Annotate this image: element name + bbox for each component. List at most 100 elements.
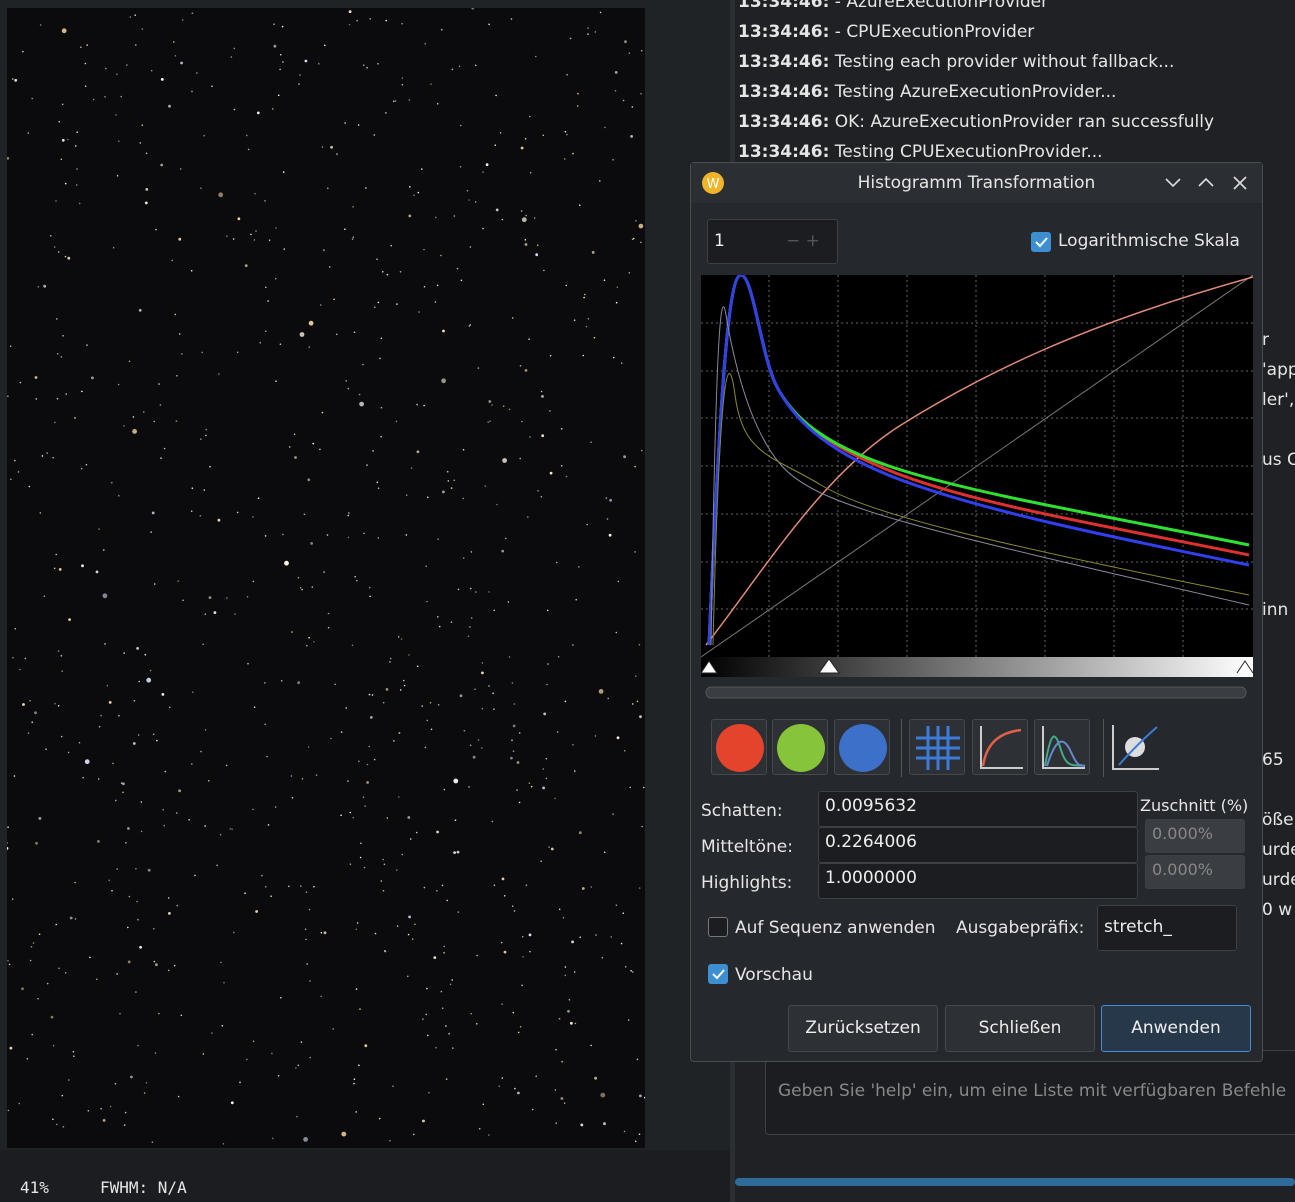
star [518,801,521,804]
star [323,249,325,251]
red-channel[interactable] [711,719,767,775]
auto-stretch[interactable] [1111,721,1161,773]
star [98,725,101,728]
spin-box[interactable]: 1− + [707,219,838,264]
star [469,626,471,628]
reset-button[interactable]: Zurücksetzen [788,1005,938,1052]
star [219,833,222,836]
star [177,580,179,582]
star [362,64,365,66]
star [546,683,548,686]
star [305,938,307,941]
star [386,817,389,819]
star [321,411,324,414]
star [34,711,37,715]
star [330,737,332,740]
star [436,103,439,105]
star [502,405,505,408]
preview-checkbox[interactable] [708,964,728,984]
star [364,805,366,807]
star [623,455,626,459]
star [29,959,32,962]
star [540,495,543,498]
star [639,1094,642,1098]
star [353,1082,355,1085]
window-controls[interactable] [1161,173,1256,193]
star [303,1137,308,1142]
star [194,874,196,877]
star [442,490,445,494]
star [297,681,301,685]
star [437,538,439,540]
star [399,271,402,273]
star [582,354,585,357]
star [319,304,322,306]
star [512,724,516,728]
star [517,1091,520,1095]
shadows-input[interactable]: 0.0095632 [818,791,1138,827]
star [297,576,300,579]
star [547,663,549,665]
star [252,1040,255,1043]
star [176,812,178,814]
green-channel[interactable] [772,719,828,775]
command-input[interactable]: Geben Sie 'help' ein, um eine Liste mit … [765,1050,1295,1135]
progress-bar [735,1178,1295,1186]
star [109,1105,112,1108]
star [474,201,477,203]
star [644,1096,645,1099]
star [296,1115,298,1118]
star [267,300,269,302]
sequence-checkbox[interactable] [708,917,728,937]
star [564,130,567,133]
star [14,627,17,630]
star [452,1047,454,1049]
histogram-toggle[interactable] [1034,719,1090,775]
star [385,19,388,22]
star [377,537,380,539]
star [372,450,374,452]
star [427,1034,429,1037]
star [502,458,507,463]
star [222,1143,225,1145]
star [135,44,137,46]
star [448,1033,450,1035]
star [78,202,81,205]
star [291,797,294,799]
star [275,277,277,280]
apply-button[interactable]: Anwenden [1101,1005,1251,1052]
curve-toggle[interactable] [972,719,1028,775]
prefix-input[interactable]: stretch_ [1097,905,1237,951]
star [389,661,391,663]
star [577,92,579,95]
star [217,518,221,522]
log-text: - AzureExecutionProvider [829,0,1049,12]
log-checkbox[interactable] [1031,232,1051,252]
star [290,775,293,777]
star [528,782,531,784]
star [503,895,506,897]
star [236,511,239,514]
star [237,217,241,221]
grid-toggle[interactable] [909,719,965,775]
star [568,999,571,1001]
midtones-input[interactable]: 0.2264006 [818,827,1138,863]
star [501,1003,503,1005]
star [377,63,379,65]
blue-channel[interactable] [834,719,890,775]
star [426,987,428,990]
star [368,693,371,696]
star [84,62,87,65]
star [300,1041,303,1043]
log-time: 13:34:46: [738,142,830,162]
star [12,657,14,659]
close-button[interactable]: Schließen [945,1005,1095,1052]
star [355,928,358,931]
highlights-input[interactable]: 1.0000000 [818,863,1138,899]
star [516,761,520,764]
star [231,828,233,830]
star [481,707,484,710]
star [205,428,208,431]
star [57,705,60,707]
star [548,846,550,848]
